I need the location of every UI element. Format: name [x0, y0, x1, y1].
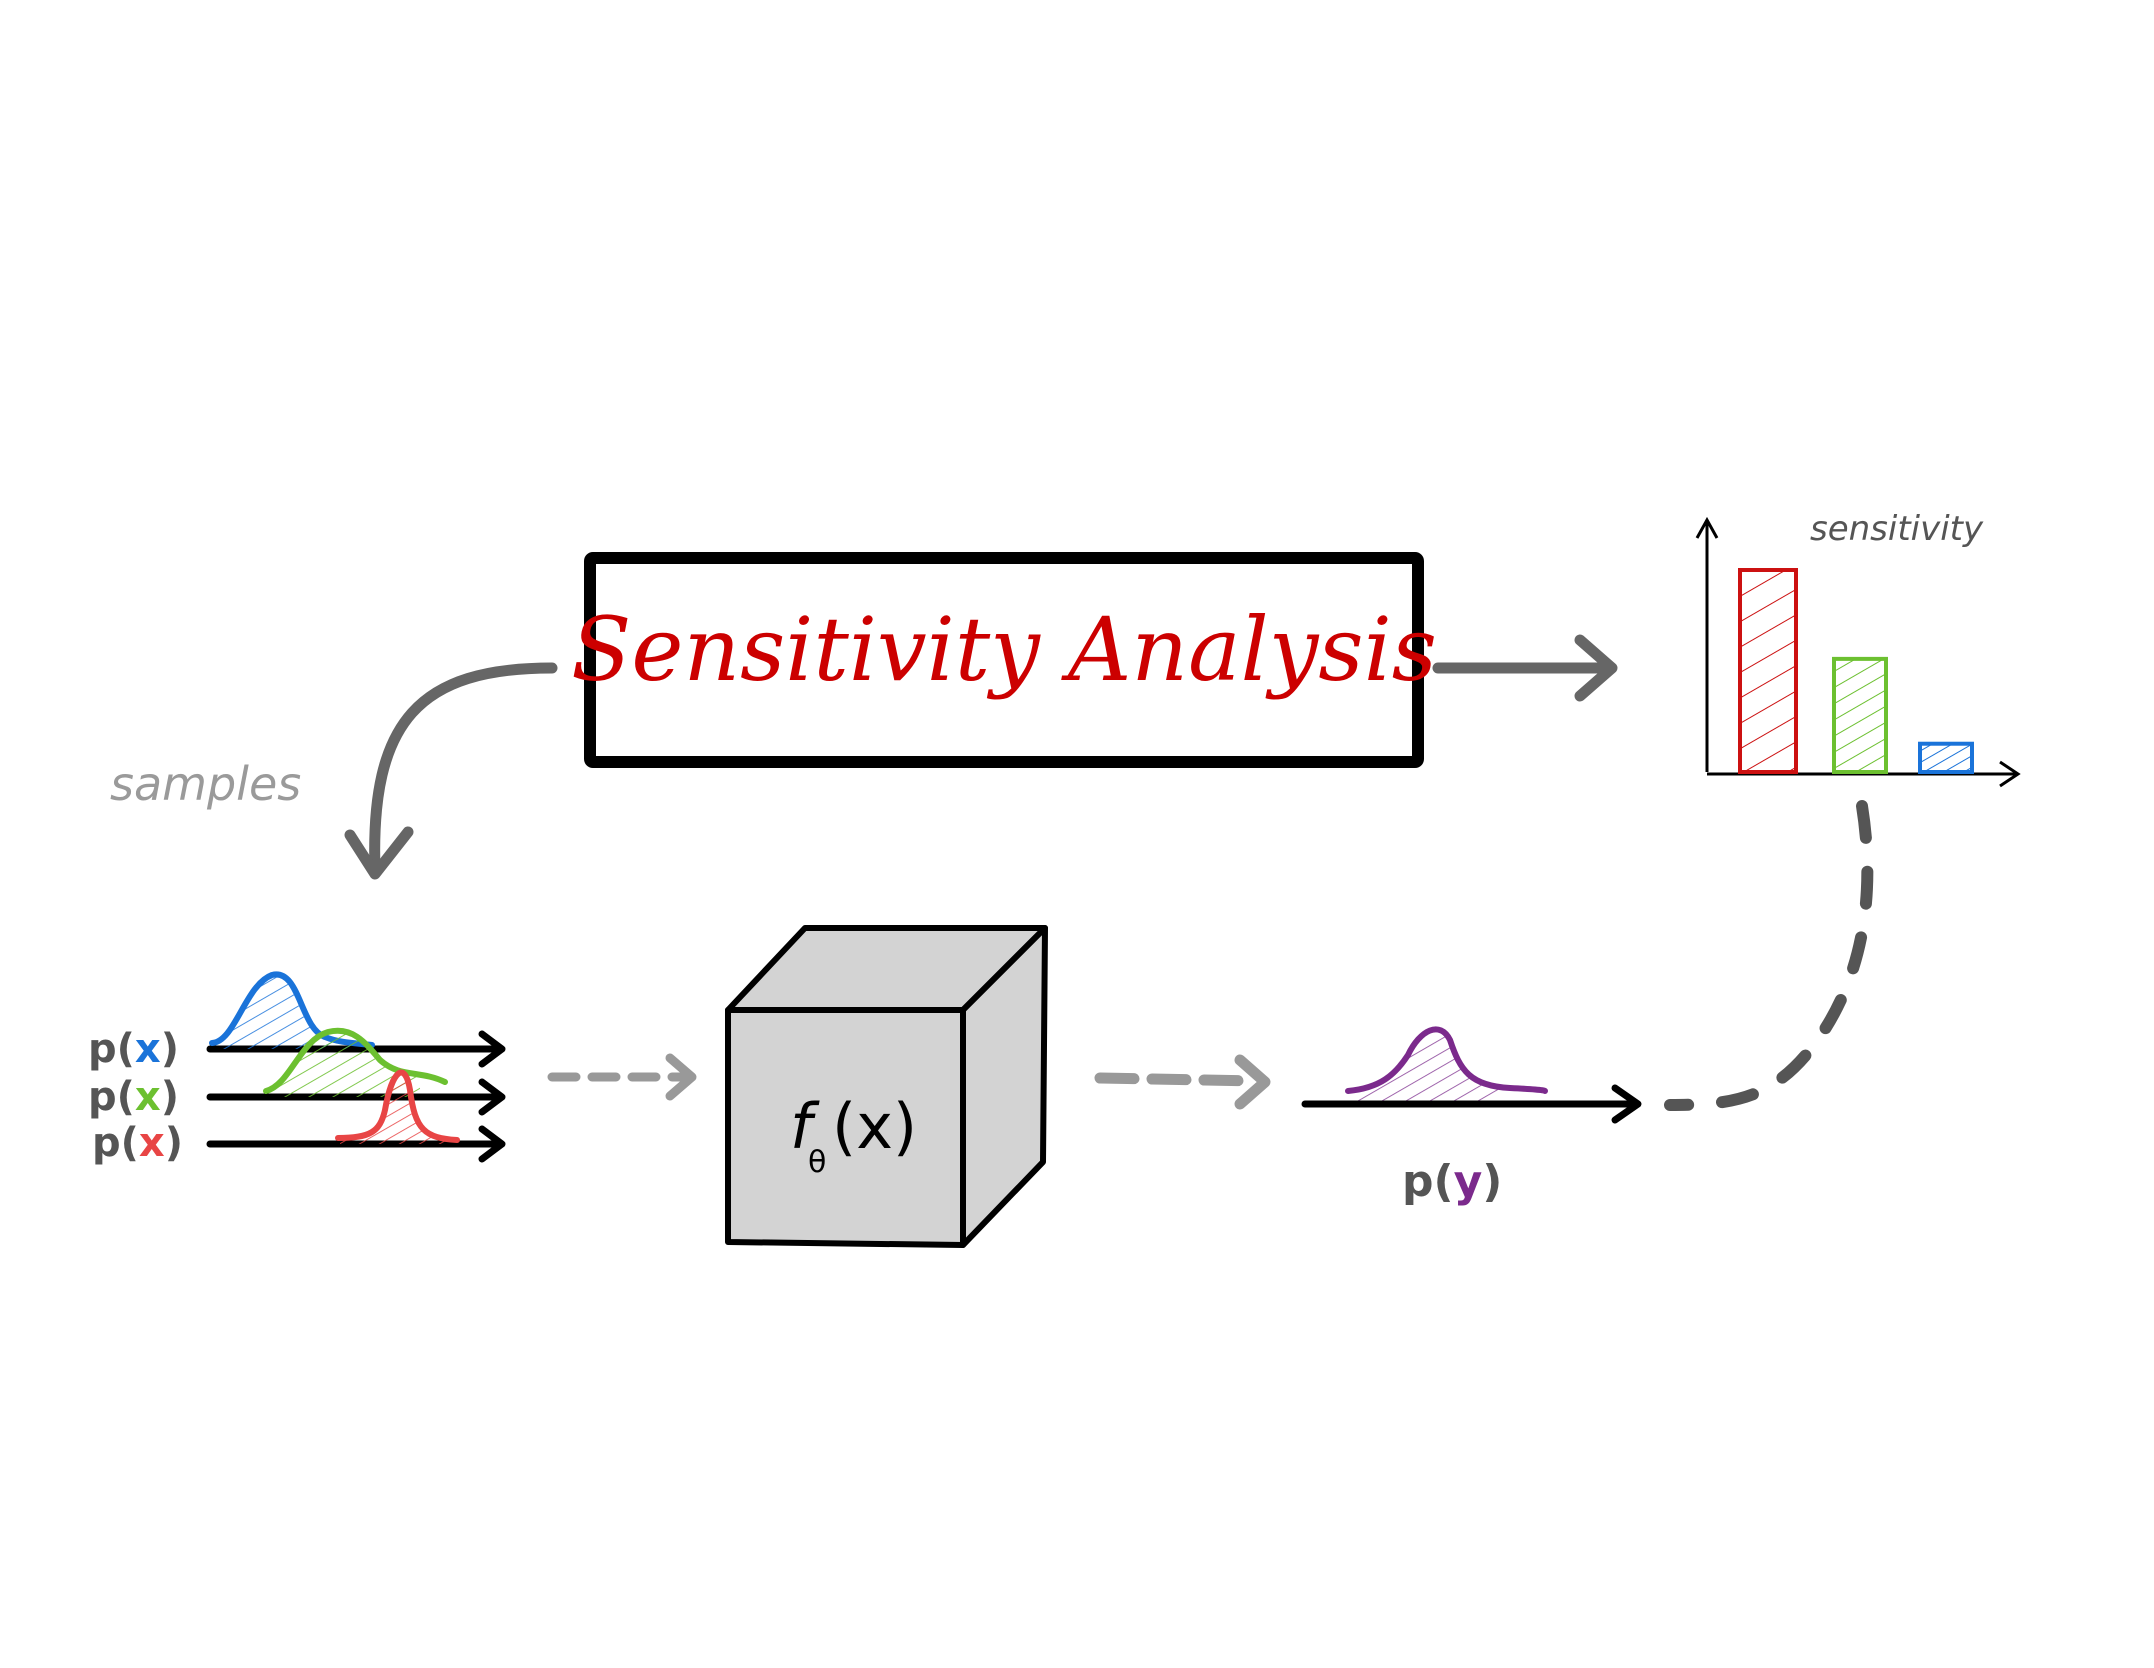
input-var-1: x [135, 1026, 161, 1072]
model-subscript: θ [808, 1145, 826, 1180]
sensitivity-bar-2 [1832, 656, 1888, 775]
title-box: Sensitivity Analysis [571, 552, 1437, 768]
output-distribution-fill [1350, 1029, 1500, 1104]
samples-arrow [344, 662, 558, 880]
title-text: Sensitivity Analysis [571, 598, 1437, 701]
sensitivity-chart: sensitivity [1695, 509, 2021, 788]
model-to-output-dashed-arrow [1094, 1054, 1271, 1110]
chart-label: sensitivity [1810, 509, 1984, 549]
input-label-2: p(x) [88, 1074, 179, 1120]
chart-bars [1738, 568, 1974, 775]
inputs-to-model-dashed-arrow [547, 1053, 697, 1101]
input-distribution-2-fill [268, 1030, 420, 1097]
samples-label: samples [110, 757, 301, 811]
sensitivity-bar-3 [1918, 741, 1974, 774]
chart-to-output-dashed-arrow [1664, 800, 1874, 1111]
output-var: y [1454, 1156, 1483, 1207]
title-to-chart-arrow [1432, 634, 1618, 702]
input-var-2: x [135, 1074, 161, 1120]
output-label: p(y) [1402, 1156, 1502, 1207]
input-var-3: x [139, 1120, 165, 1166]
input-distribution-3-curve [335, 1069, 460, 1143]
input-label-3: p(x) [92, 1120, 183, 1166]
model-arg: (x) [832, 1090, 917, 1163]
model-cube: f θ (x) [725, 925, 1048, 1248]
chart-x-axis-arrowhead [1999, 760, 2021, 788]
title-frame [584, 552, 1424, 768]
input-distributions: p(x) p(x) p(x) [88, 971, 506, 1166]
input-distribution-3-fill [340, 1072, 455, 1144]
input-distribution-2-curve [263, 1027, 448, 1094]
sensitivity-bar-1 [1738, 568, 1798, 774]
output-axis-arrowhead [1611, 1084, 1642, 1124]
output-distribution: p(y) [1301, 1026, 1642, 1207]
input-label-1: p(x) [88, 1026, 179, 1072]
chart-y-axis-arrowhead [1695, 516, 1719, 539]
cube-front-face [725, 1007, 966, 1248]
output-distribution-curve [1345, 1026, 1548, 1094]
